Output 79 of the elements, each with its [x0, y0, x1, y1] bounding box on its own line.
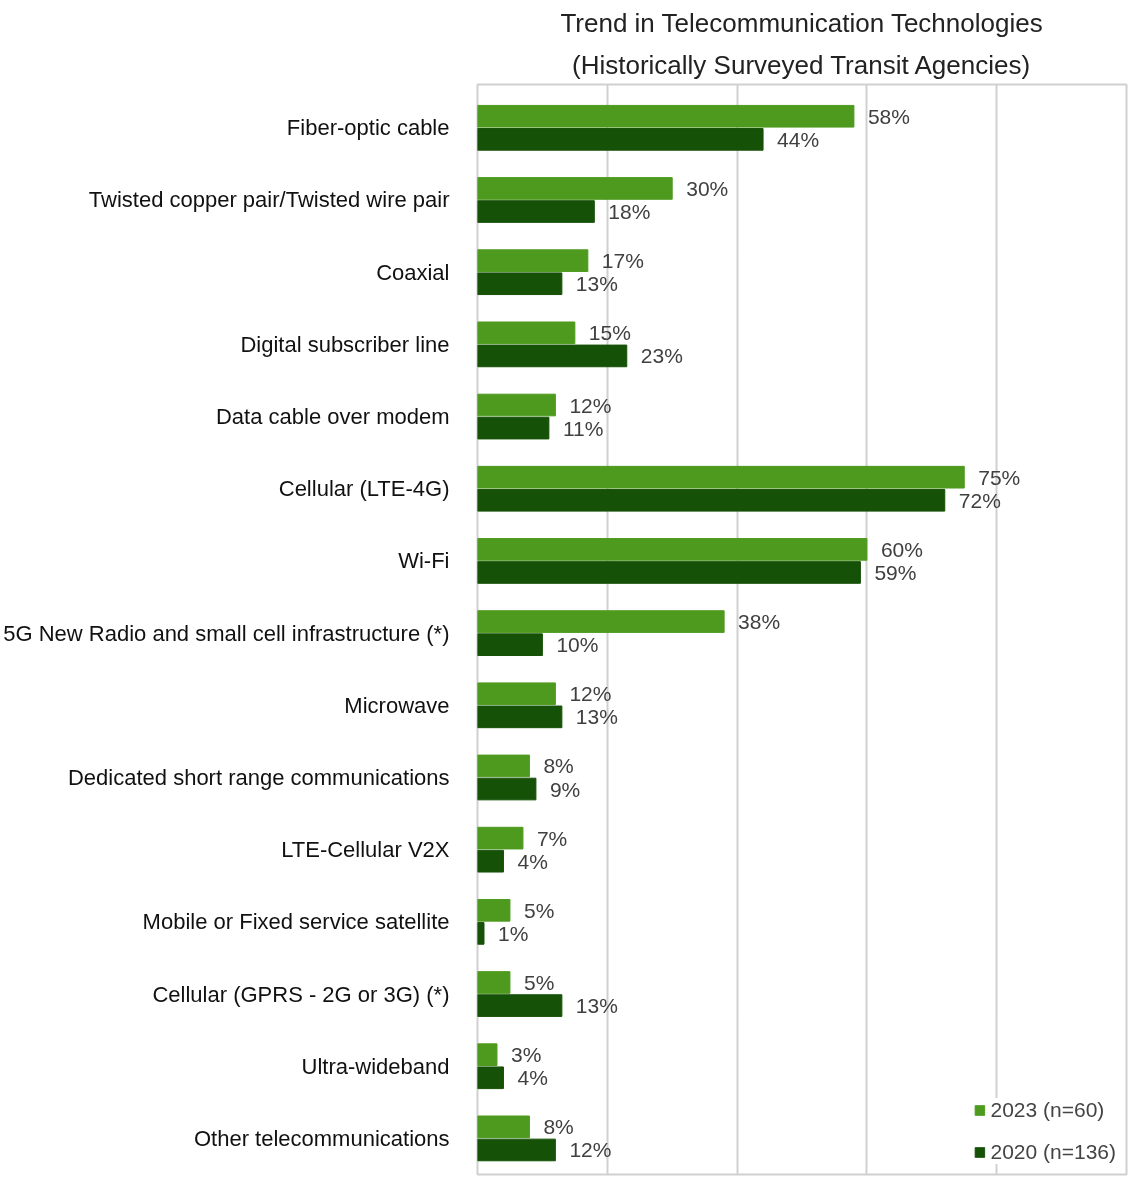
legend-label: 2023 (n=60)	[990, 1098, 1105, 1122]
y-tick-label: Fiber-optic cable	[286, 115, 450, 141]
chart-title: Trend in Telecommunication Technologies	[560, 7, 1043, 38]
y-tick-label: Ultra-wideband	[301, 1053, 450, 1079]
bar	[477, 1066, 504, 1090]
data-label: 13%	[575, 705, 618, 729]
data-label: 4%	[517, 849, 548, 873]
data-label: 60%	[880, 537, 923, 561]
y-tick-label: Mobile or Fixed service satellite	[142, 909, 450, 935]
data-label: 4%	[517, 1066, 548, 1090]
data-label: 23%	[640, 344, 683, 368]
bar	[477, 416, 550, 440]
y-tick-label: Other telecommunications	[193, 1125, 450, 1151]
bar	[477, 321, 576, 345]
bar	[477, 488, 946, 512]
y-tick-label: Twisted copper pair/Twisted wire pair	[88, 187, 450, 213]
data-label: 12%	[569, 393, 612, 417]
y-tick-label: Dedicated short range communications	[67, 764, 450, 790]
y-tick-label: Cellular (GPRS - 2G or 3G) (*)	[152, 981, 450, 1007]
y-tick-label: Microwave	[344, 692, 450, 718]
data-label: 8%	[543, 754, 574, 778]
bar	[477, 465, 965, 489]
data-label: 5%	[523, 970, 555, 994]
bar	[477, 705, 563, 729]
bar	[477, 1138, 556, 1162]
y-tick-label: Data cable over modem	[215, 404, 450, 430]
bar	[477, 898, 511, 922]
bar	[477, 104, 855, 128]
bar	[477, 777, 537, 801]
bar	[477, 994, 563, 1017]
bar	[477, 682, 556, 706]
bar	[477, 1043, 498, 1066]
y-tick-label: Coaxial	[376, 259, 450, 285]
bar	[477, 561, 861, 584]
data-label: 12%	[569, 1138, 612, 1162]
bar	[477, 128, 764, 151]
data-label: 3%	[510, 1043, 542, 1067]
data-label: 9%	[549, 777, 581, 801]
bar	[477, 610, 725, 633]
legend-label: 2020 (n=136)	[990, 1140, 1116, 1164]
y-tick-label: Wi-Fi	[398, 548, 450, 574]
data-label: 5%	[523, 898, 555, 922]
data-label: 8%	[543, 1115, 574, 1139]
data-label: 44%	[777, 127, 820, 151]
bar	[477, 393, 556, 417]
data-label: 13%	[575, 994, 618, 1018]
bar	[477, 538, 868, 561]
data-label: 7%	[536, 826, 568, 850]
data-label: 10%	[556, 633, 599, 657]
y-tick-label: Cellular (LTE-4G)	[278, 476, 450, 502]
chart-subtitle: (Historically Surveyed Transit Agencies)	[572, 49, 1031, 80]
bar	[477, 826, 524, 850]
bar	[477, 177, 673, 200]
bar	[477, 272, 563, 296]
bar	[477, 633, 543, 656]
data-label: 15%	[588, 321, 631, 345]
bar	[477, 344, 628, 368]
data-label: 1%	[497, 921, 529, 945]
data-label: 11%	[562, 416, 604, 440]
data-label: 12%	[569, 682, 612, 706]
data-label: 59%	[874, 560, 917, 584]
y-tick-label: 5G New Radio and small cell infrastructure (*)	[3, 620, 450, 646]
data-label: 17%	[601, 249, 644, 273]
data-label: 13%	[575, 272, 618, 296]
data-label: 30%	[686, 176, 729, 200]
data-label: 38%	[738, 610, 781, 634]
bar	[477, 200, 595, 223]
data-label: 58%	[867, 104, 910, 128]
bar	[477, 971, 511, 994]
y-tick-label: LTE-Cellular V2X	[281, 837, 450, 863]
y-tick-label: Digital subscriber line	[240, 331, 450, 357]
bar	[477, 849, 504, 873]
data-label: 75%	[978, 465, 1021, 489]
bar	[477, 1115, 530, 1139]
data-label: 72%	[958, 488, 1001, 512]
bar	[477, 754, 530, 778]
bar	[477, 922, 485, 945]
data-label: 18%	[608, 200, 651, 224]
bar	[477, 249, 589, 272]
